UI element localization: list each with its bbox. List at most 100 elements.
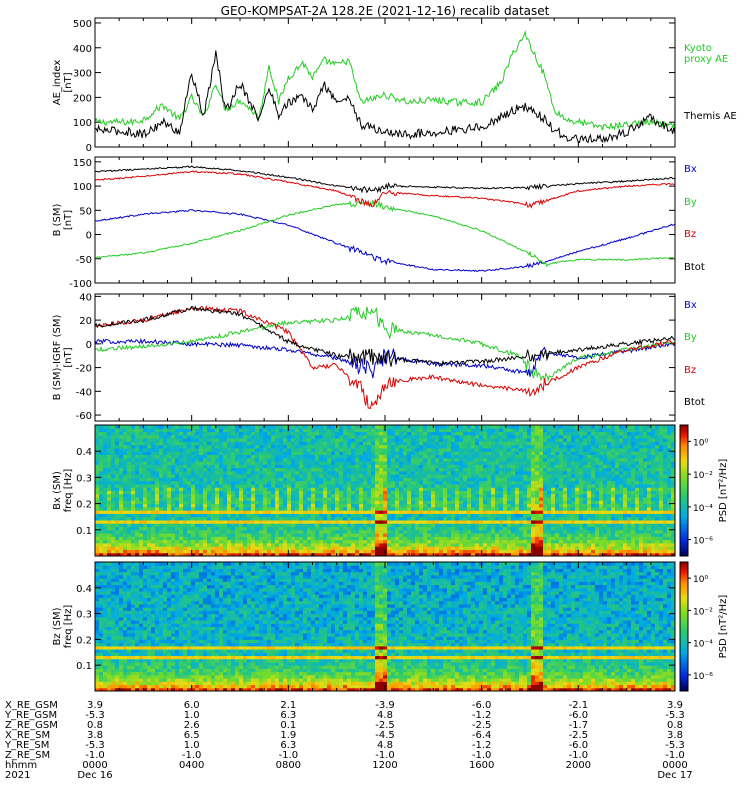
spectrogram-cell xyxy=(435,536,440,541)
spectrogram-cell xyxy=(287,552,292,557)
spectrogram-cell xyxy=(263,533,268,537)
spectrogram-cell xyxy=(203,490,208,495)
spectrogram-cell xyxy=(367,447,372,452)
spectrogram-cell xyxy=(95,474,100,478)
spectrogram-cell xyxy=(319,451,324,455)
spectrogram-cell xyxy=(623,536,628,541)
spectrogram-cell xyxy=(415,497,420,501)
spectrogram-cell xyxy=(451,549,456,554)
spectrogram-cell xyxy=(155,516,160,521)
spectrogram-cell xyxy=(531,503,536,508)
spectrogram-cell xyxy=(623,461,628,465)
spectrogram-cell xyxy=(543,493,548,498)
spectrogram-cell xyxy=(267,503,272,508)
spectrogram-cell xyxy=(571,474,576,478)
spectrogram-cell xyxy=(439,533,444,537)
spectrogram-cell xyxy=(387,451,392,455)
spectrogram-cell xyxy=(175,533,180,537)
spectrogram-cell xyxy=(359,506,364,511)
spectrogram-cell xyxy=(591,539,596,544)
spectrogram-cell xyxy=(339,497,344,501)
spectrogram-cell xyxy=(207,474,212,478)
spectrogram-cell xyxy=(251,490,256,495)
spectrogram-cell xyxy=(191,539,196,544)
spectrogram-cell xyxy=(311,493,316,498)
spectrogram-cell xyxy=(563,500,568,505)
spectrogram-cell xyxy=(387,487,392,491)
spectrogram-cell xyxy=(195,519,200,524)
spectrogram-cell xyxy=(399,510,404,514)
spectrogram-cell xyxy=(419,533,424,537)
spectrogram-cell xyxy=(299,447,304,452)
spectrogram-cell xyxy=(467,542,472,547)
spectrogram-cell xyxy=(475,457,480,462)
spectrogram-cell xyxy=(335,533,340,537)
spectrogram-cell xyxy=(515,451,520,455)
spectrogram-cell xyxy=(211,480,216,485)
spectrogram-cell xyxy=(243,467,248,472)
spectrogram-cell xyxy=(659,529,664,534)
spectrogram-cell xyxy=(239,457,244,462)
spectrogram-cell xyxy=(611,529,616,534)
spectrogram-cell xyxy=(571,464,576,469)
spectrogram-cell xyxy=(427,457,432,462)
spectrogram-cell xyxy=(439,477,444,482)
spectrogram-cell xyxy=(595,510,600,514)
spectrogram-cell xyxy=(295,480,300,485)
spectrogram-cell xyxy=(115,539,120,544)
spectrogram-cell xyxy=(279,539,284,544)
spectrogram-cell xyxy=(599,461,604,465)
spectrogram-cell xyxy=(439,493,444,498)
spectrogram-cell xyxy=(135,526,140,531)
spectrogram-cell xyxy=(435,529,440,534)
spectrogram-cell xyxy=(279,506,284,511)
spectrogram-cell xyxy=(455,454,460,459)
spectrogram-cell xyxy=(211,516,216,521)
spectrogram-cell xyxy=(195,513,200,518)
spectrogram-cell xyxy=(379,533,384,537)
spectrogram-cell xyxy=(331,451,336,455)
spectrogram-cell xyxy=(207,542,212,547)
spectrogram-cell xyxy=(123,500,128,505)
spectrogram-cell xyxy=(135,451,140,455)
spectrogram-cell xyxy=(419,506,424,511)
spectrogram-cell xyxy=(483,513,488,518)
spectrogram-cell xyxy=(151,549,156,554)
spectrogram-cell xyxy=(671,549,676,554)
spectrogram-cell xyxy=(475,454,480,459)
spectrogram-cell xyxy=(631,457,636,462)
spectrogram-cell xyxy=(251,493,256,498)
spectrogram-cell xyxy=(587,454,592,459)
spectrogram-cell xyxy=(111,487,116,491)
spectrogram-cell xyxy=(527,519,532,524)
legend-by: By xyxy=(684,332,697,343)
spectrogram-cell xyxy=(663,546,668,550)
spectrogram-cell xyxy=(351,493,356,498)
spectrogram-cell xyxy=(623,500,628,505)
spectrogram-cell xyxy=(279,500,284,505)
spectrogram-cell xyxy=(359,451,364,455)
spectrogram-cell xyxy=(363,497,368,501)
spectrogram-cell xyxy=(519,519,524,524)
spectrogram-cell xyxy=(123,526,128,531)
spectrogram-cell xyxy=(263,483,268,488)
spectrogram-cell xyxy=(563,447,568,452)
spectrogram-cell xyxy=(335,503,340,508)
spectrogram-cell xyxy=(627,546,632,550)
spectrogram-cell xyxy=(431,480,436,485)
spectrogram-cell xyxy=(115,503,120,508)
spectrogram-cell xyxy=(375,536,380,541)
spectrogram-cell xyxy=(511,451,516,455)
spectrogram-cell xyxy=(551,451,556,455)
spectrogram-cell xyxy=(311,516,316,521)
spectrogram-cell xyxy=(111,510,116,514)
spectrogram-cell xyxy=(395,536,400,541)
spectrogram-cell xyxy=(223,546,228,550)
spectrogram-cell xyxy=(667,510,672,514)
spectrogram-cell xyxy=(407,506,412,511)
spectrogram-cell xyxy=(671,529,676,534)
spectrogram-cell xyxy=(315,461,320,465)
spectrogram-cell xyxy=(135,552,140,557)
spectrogram-cell xyxy=(519,536,524,541)
spectrogram-cell xyxy=(167,490,172,495)
